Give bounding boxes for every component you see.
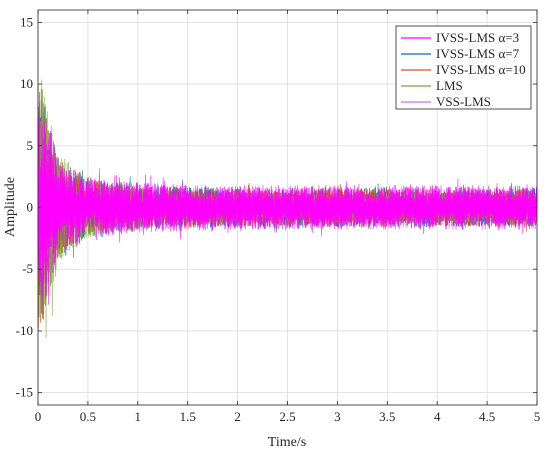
x-tick-label: 4 <box>434 409 441 424</box>
x-tick-label: 2 <box>234 409 241 424</box>
legend-label: IVSS-LMS α=10 <box>436 62 526 77</box>
y-tick-label: -15 <box>16 385 33 400</box>
axis-ticks: 0 0.5 1 1.5 2 2.5 3 3.5 4 4.5 5 15 10 5 0 -5 -10 -15 <box>16 10 541 424</box>
x-tick-label: 3 <box>334 409 341 424</box>
legend-label: IVSS-LMS α=3 <box>436 30 519 45</box>
series-line <box>37 86 538 315</box>
legend-box <box>395 25 532 110</box>
x-tick-label: 5 <box>534 409 541 424</box>
y-tick-label: -5 <box>22 261 33 276</box>
x-tick-label: 2.5 <box>279 409 295 424</box>
y-tick-label: 10 <box>20 76 33 91</box>
y-tick-label: -10 <box>16 323 33 338</box>
legend-label: LMS <box>436 78 463 93</box>
legend-label: VSS-LMS <box>436 94 491 109</box>
x-tick-label: 4.5 <box>479 409 495 424</box>
series-layer <box>37 79 538 339</box>
x-tick-label: 3.5 <box>379 409 395 424</box>
legend-label: IVSS-LMS α=7 <box>436 46 520 61</box>
y-tick-label: 15 <box>20 14 33 29</box>
y-tick-label: 0 <box>27 200 34 215</box>
x-tick-label: 1 <box>135 409 142 424</box>
x-tick-label: 1.5 <box>180 409 196 424</box>
x-axis-label: Time/s <box>268 435 306 450</box>
x-tick-label: 0.5 <box>80 409 96 424</box>
x-tick-label: 0 <box>35 409 42 424</box>
y-tick-label: 5 <box>27 138 34 153</box>
y-axis-label: Amplitude <box>3 177 18 237</box>
